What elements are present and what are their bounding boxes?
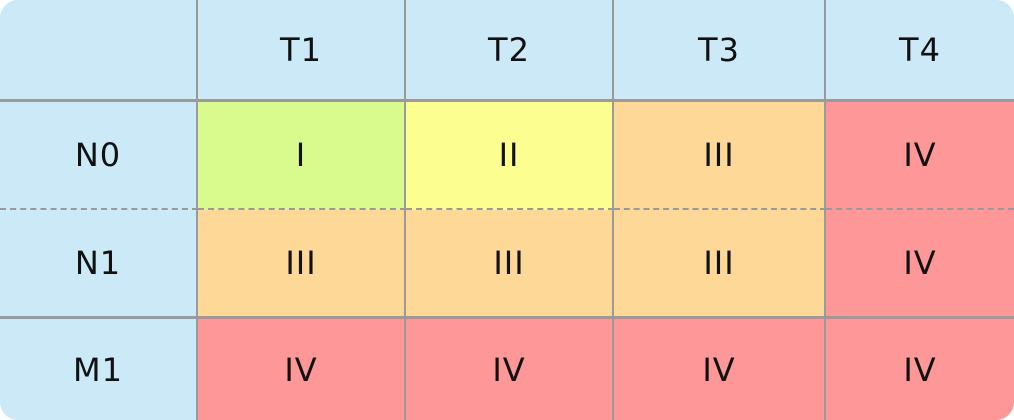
stage-cell: III (614, 102, 826, 210)
column-header-t4: T4 (826, 0, 1014, 102)
stage-cell: III (406, 210, 614, 319)
row-header-m1: M1 (0, 319, 198, 420)
column-header-t3: T3 (614, 0, 826, 102)
column-header-t2: T2 (406, 0, 614, 102)
row-header-n0: N0 (0, 102, 198, 210)
stage-cell: III (198, 210, 406, 319)
row-header-n1: N1 (0, 210, 198, 319)
stage-cell: IV (198, 319, 406, 420)
stage-cell: I (198, 102, 406, 210)
stage-cell: IV (826, 210, 1014, 319)
stage-cell: II (406, 102, 614, 210)
corner-cell (0, 0, 198, 102)
stage-cell: IV (826, 319, 1014, 420)
stage-cell: IV (826, 102, 1014, 210)
column-header-t1: T1 (198, 0, 406, 102)
stage-cell: III (614, 210, 826, 319)
stage-cell: IV (614, 319, 826, 420)
stage-cell: IV (406, 319, 614, 420)
